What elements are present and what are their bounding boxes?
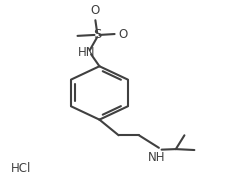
- Text: HN: HN: [78, 46, 95, 59]
- Text: HCl: HCl: [11, 162, 32, 175]
- Text: S: S: [92, 28, 101, 41]
- Text: O: O: [118, 28, 127, 41]
- Text: O: O: [90, 4, 99, 16]
- Text: NH: NH: [147, 151, 165, 164]
